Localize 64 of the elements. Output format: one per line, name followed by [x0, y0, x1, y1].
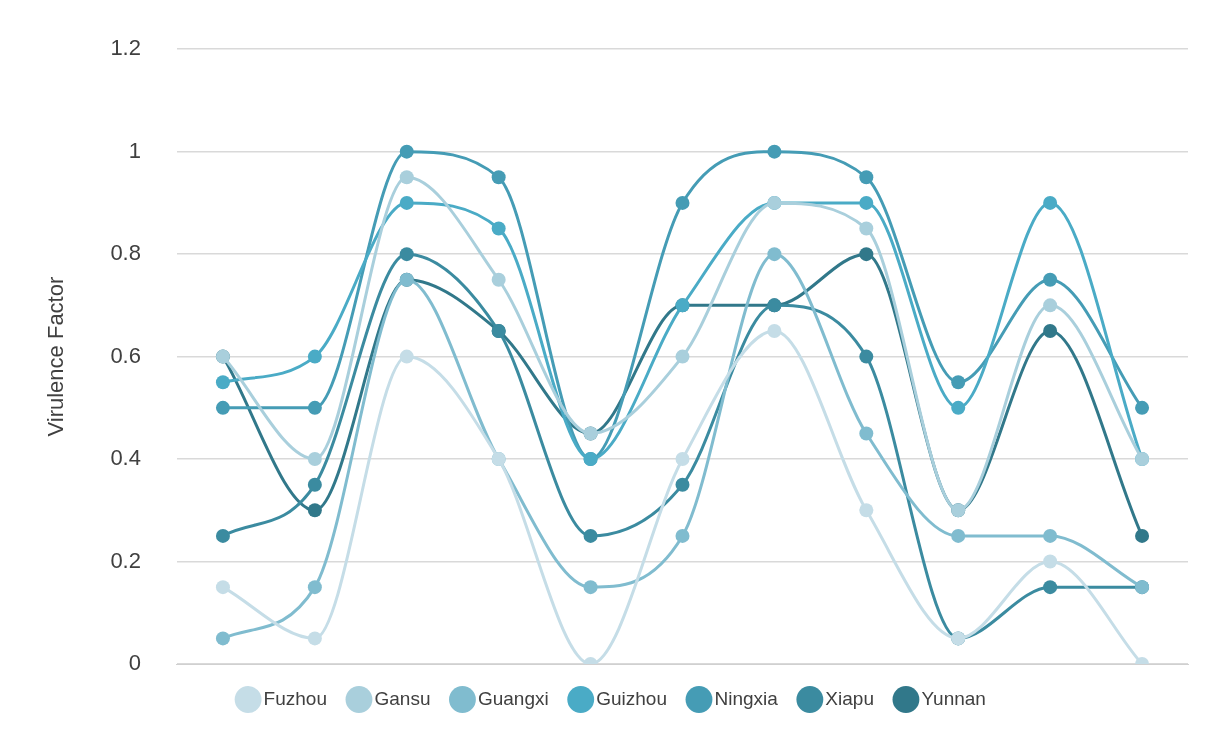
point	[1043, 554, 1058, 569]
y-tick-label: 0.8	[110, 240, 141, 266]
legend-label: Yunnan	[921, 687, 986, 709]
legend-label: Fuzhou	[263, 687, 327, 709]
point	[1043, 272, 1058, 287]
point	[1043, 298, 1058, 313]
legend-label: Guizhou	[596, 687, 667, 709]
point	[859, 195, 874, 210]
y-tick-label: 0.2	[110, 547, 141, 573]
point	[215, 580, 230, 595]
y-tick-label: 1	[128, 137, 141, 163]
point	[307, 503, 322, 518]
point	[951, 528, 966, 543]
point	[215, 400, 230, 415]
legend-label: Gansu	[374, 687, 431, 709]
legend-label: Ningxia	[714, 687, 779, 709]
point	[1043, 323, 1058, 338]
point	[675, 452, 690, 467]
point	[675, 349, 690, 364]
point	[399, 349, 414, 364]
point	[491, 221, 506, 236]
point	[307, 400, 322, 415]
point	[1043, 528, 1058, 543]
point	[767, 247, 782, 262]
point	[307, 349, 322, 364]
point	[583, 528, 598, 543]
point	[215, 375, 230, 390]
point	[675, 477, 690, 492]
point	[859, 170, 874, 185]
point	[767, 323, 782, 338]
point	[1135, 400, 1150, 415]
point	[307, 580, 322, 595]
point	[583, 580, 598, 595]
point	[859, 221, 874, 236]
y-tick-label: 0.4	[110, 445, 141, 471]
point	[675, 195, 690, 210]
point	[1043, 195, 1058, 210]
point	[307, 477, 322, 492]
point	[399, 170, 414, 185]
point	[491, 170, 506, 185]
point	[859, 503, 874, 518]
point	[215, 631, 230, 646]
legend-label: Xiapu	[825, 687, 874, 709]
point	[675, 528, 690, 543]
point	[307, 452, 322, 467]
point	[859, 349, 874, 364]
point	[399, 247, 414, 262]
y-tick-label: 0	[128, 650, 141, 676]
point	[307, 631, 322, 646]
point	[215, 528, 230, 543]
y-tick-label: 1.2	[110, 35, 141, 61]
y-tick-label: 0.6	[110, 342, 141, 368]
point	[399, 144, 414, 159]
point	[399, 195, 414, 210]
point	[859, 247, 874, 262]
point	[491, 272, 506, 287]
legend-label: Guangxi	[477, 687, 549, 709]
point	[859, 426, 874, 441]
point	[1043, 580, 1058, 595]
y-axis-title: Virulence Factor	[43, 276, 69, 437]
point	[767, 144, 782, 159]
point	[951, 375, 966, 390]
point	[1135, 528, 1150, 543]
point	[951, 400, 966, 415]
